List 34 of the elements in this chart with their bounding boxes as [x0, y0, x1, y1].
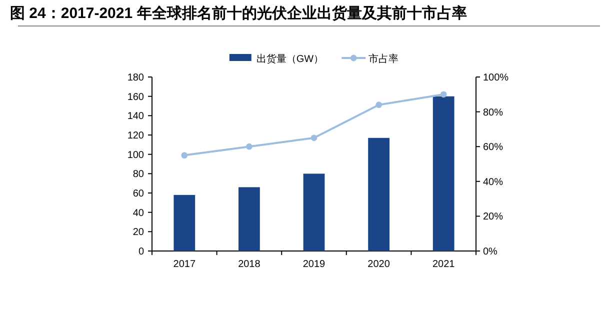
y2-tick-label: 80%: [483, 107, 504, 118]
bar: [238, 187, 260, 251]
bar: [303, 174, 325, 251]
x-tick-label: 2020: [368, 259, 390, 270]
y2-tick-label: 40%: [483, 176, 504, 188]
y-tick-label: 100: [127, 150, 144, 161]
legend-label: 市占率: [368, 53, 399, 65]
point: [181, 152, 188, 158]
legend-label: 出货量（GW）: [256, 53, 324, 65]
y-tick-label: 20: [132, 227, 144, 238]
y-tick-label: 80: [132, 169, 144, 180]
point: [310, 134, 318, 142]
y-tick-label: 40: [132, 208, 144, 219]
bar: [174, 194, 196, 251]
x-tick-label: 2021: [432, 259, 456, 270]
point: [246, 143, 252, 150]
y-tick-label: 140: [127, 111, 144, 122]
x-tick-label: 2018: [238, 259, 261, 270]
y2-tick-label: 20%: [483, 212, 504, 223]
y-tick-label: 180: [127, 72, 144, 84]
chart-title: 图 24：2017-2021 年全球排名前十的光伏企业出货量及其前十市占率: [10, 4, 467, 22]
x-tick-label: 2019: [302, 259, 326, 270]
point: [440, 91, 447, 98]
y2-tick-label: 0%: [483, 246, 498, 258]
y-tick-label: 160: [127, 92, 144, 103]
y-tick-label: 0: [138, 246, 144, 258]
bar: [432, 96, 454, 251]
y2-tick-label: 100%: [483, 72, 509, 84]
y-tick-label: 60: [132, 188, 144, 200]
y-tick-label: 120: [127, 130, 144, 142]
x-tick-label: 2017: [173, 259, 196, 270]
y2-tick-label: 60%: [483, 142, 504, 154]
point: [376, 102, 382, 108]
bar: [368, 138, 390, 251]
